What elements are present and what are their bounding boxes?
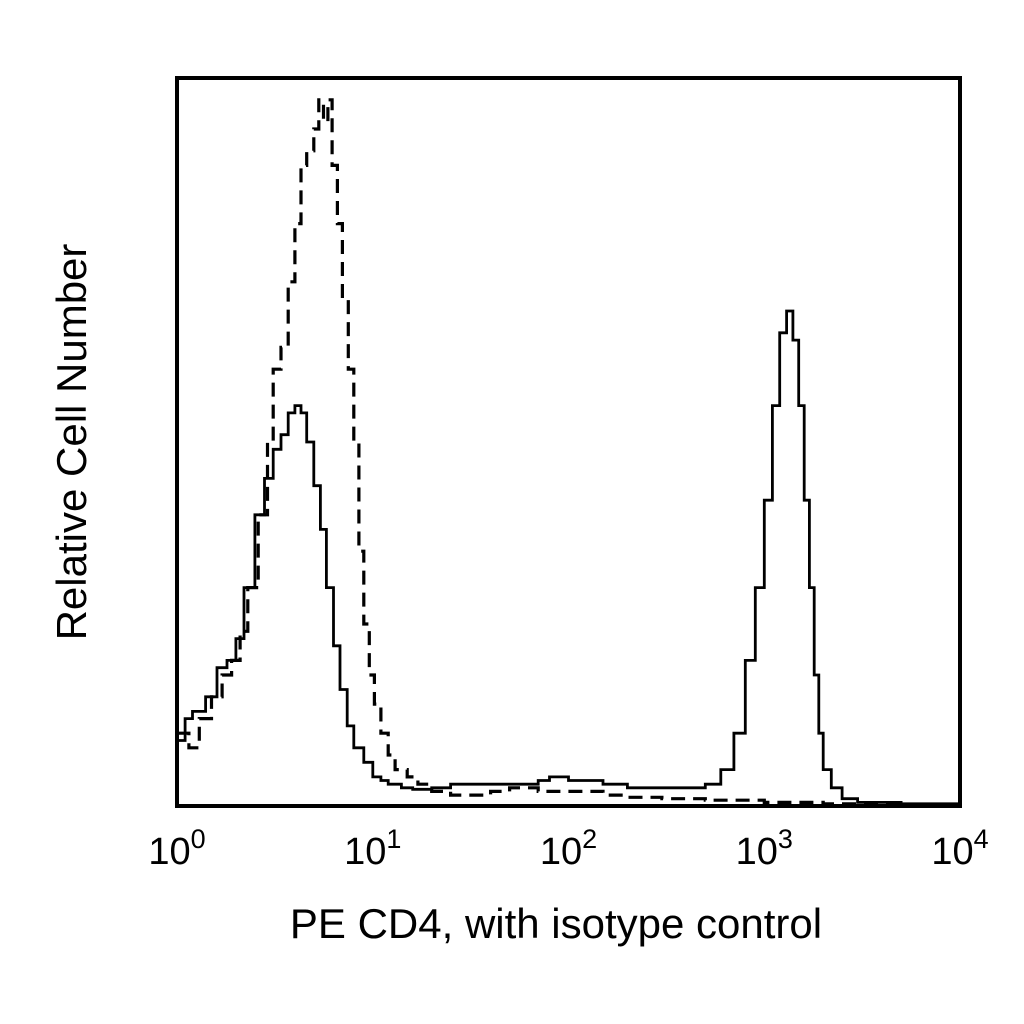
x-tick-labels: 100 101 102 103 104 (148, 824, 988, 873)
series-line-isotype-control (177, 98, 960, 807)
x-tick-label: 100 (148, 824, 205, 873)
x-tick-label: 104 (931, 824, 988, 873)
x-tick-label: 101 (344, 824, 401, 873)
x-tick-label: 102 (540, 824, 597, 873)
x-tick-base: 10 (540, 831, 582, 873)
x-tick-base: 10 (148, 831, 190, 873)
x-tick-base: 10 (736, 831, 778, 873)
y-axis-label: Relative Cell Number (48, 244, 95, 641)
x-tick-exponent: 3 (778, 824, 793, 854)
x-axis-label: PE CD4, with isotype control (290, 900, 822, 947)
x-tick-exponent: 4 (974, 824, 989, 854)
x-tick-label: 103 (736, 824, 793, 873)
x-tick-exponent: 0 (191, 824, 206, 854)
x-tick-base: 10 (931, 831, 973, 873)
x-tick-exponent: 2 (582, 824, 597, 854)
plot-frame (175, 76, 962, 808)
x-tick-exponent: 1 (386, 824, 401, 854)
series-line-pe-cd4 (177, 309, 960, 806)
series-layer (177, 98, 960, 807)
x-tick-base: 10 (344, 831, 386, 873)
